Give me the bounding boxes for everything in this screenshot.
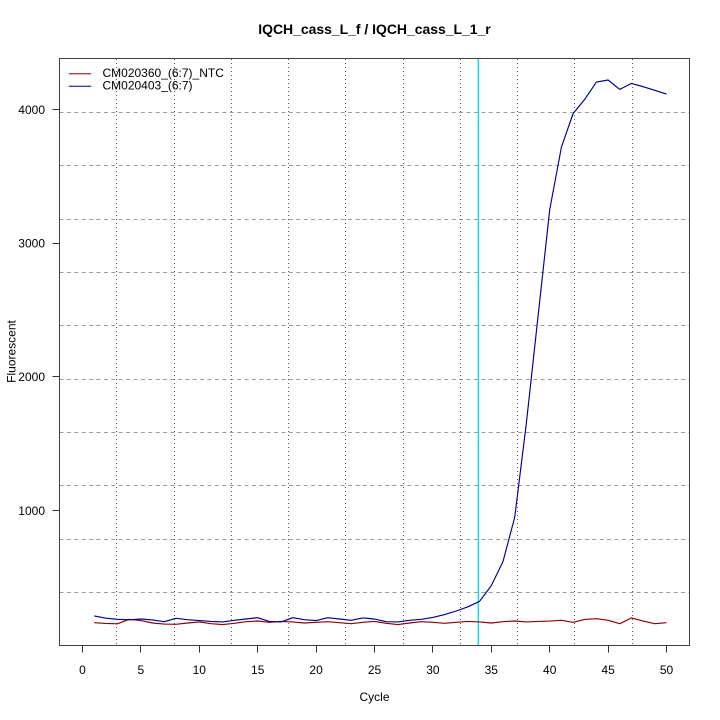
svg-text:5: 5	[138, 663, 145, 677]
svg-text:2000: 2000	[18, 370, 45, 384]
svg-text:35: 35	[485, 663, 499, 677]
svg-text:0: 0	[79, 663, 86, 677]
svg-text:3000: 3000	[18, 237, 45, 251]
svg-text:40: 40	[543, 663, 557, 677]
svg-text:1000: 1000	[18, 504, 45, 518]
svg-text:CM020403_(6:7): CM020403_(6:7)	[103, 78, 193, 92]
svg-text:50: 50	[660, 663, 674, 677]
svg-text:Cycle: Cycle	[359, 690, 389, 704]
svg-text:20: 20	[309, 663, 323, 677]
svg-text:Fluorescent: Fluorescent	[4, 319, 18, 382]
svg-text:10: 10	[193, 663, 207, 677]
svg-text:CM020360_(6:7)_NTC: CM020360_(6:7)_NTC	[103, 66, 225, 80]
svg-text:45: 45	[601, 663, 615, 677]
svg-text:25: 25	[368, 663, 382, 677]
svg-text:30: 30	[426, 663, 440, 677]
svg-text:15: 15	[251, 663, 265, 677]
svg-text:IQCH_cass_L_f / IQCH_cass_L_1_: IQCH_cass_L_f / IQCH_cass_L_1_r	[258, 21, 491, 37]
svg-text:4000: 4000	[18, 103, 45, 117]
